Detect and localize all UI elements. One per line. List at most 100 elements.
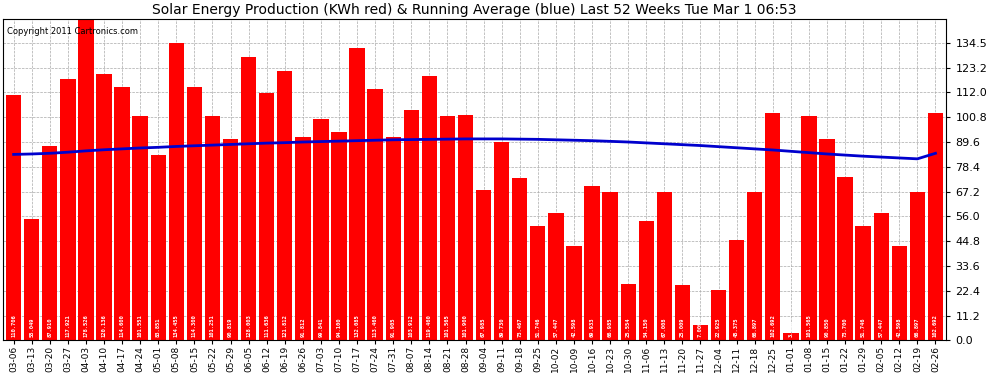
Text: 66.985: 66.985 xyxy=(608,318,613,337)
Bar xyxy=(855,226,871,340)
Text: 55.049: 55.049 xyxy=(29,318,35,337)
Text: 178.526: 178.526 xyxy=(83,314,88,337)
Bar xyxy=(693,325,708,340)
Bar xyxy=(96,74,112,340)
Text: 83.851: 83.851 xyxy=(155,318,160,337)
Text: 57.447: 57.447 xyxy=(553,318,558,337)
Bar xyxy=(205,116,220,340)
Text: 87.910: 87.910 xyxy=(48,318,52,337)
Text: 110.706: 110.706 xyxy=(11,314,16,337)
Text: 114.600: 114.600 xyxy=(120,314,125,337)
Bar xyxy=(603,192,618,340)
Bar xyxy=(639,220,654,340)
Text: 67.008: 67.008 xyxy=(662,318,667,337)
Bar xyxy=(621,284,636,340)
Bar xyxy=(367,89,383,340)
Bar xyxy=(892,246,907,340)
Text: 111.636: 111.636 xyxy=(264,314,269,337)
Bar xyxy=(313,119,329,340)
Bar xyxy=(150,155,166,340)
Text: 102.692: 102.692 xyxy=(933,314,938,337)
Bar xyxy=(656,192,672,340)
Bar xyxy=(548,213,563,340)
Bar xyxy=(457,115,473,340)
Bar xyxy=(566,246,582,340)
Text: 67.985: 67.985 xyxy=(481,318,486,337)
Bar xyxy=(512,178,528,340)
Text: 25.009: 25.009 xyxy=(680,318,685,337)
Text: 89.730: 89.730 xyxy=(499,318,504,337)
Bar xyxy=(873,213,889,340)
Text: 90.850: 90.850 xyxy=(825,318,830,337)
Bar xyxy=(295,137,311,340)
Text: 117.921: 117.921 xyxy=(65,314,70,337)
Text: 134.455: 134.455 xyxy=(174,314,179,337)
Text: 25.554: 25.554 xyxy=(626,318,631,337)
Bar xyxy=(43,146,57,340)
Text: 66.897: 66.897 xyxy=(915,318,920,337)
Bar xyxy=(765,113,780,340)
Bar xyxy=(133,116,148,340)
Text: 42.598: 42.598 xyxy=(571,318,576,337)
Text: 91.905: 91.905 xyxy=(391,318,396,337)
Text: 120.136: 120.136 xyxy=(102,314,107,337)
Text: 51.746: 51.746 xyxy=(536,318,541,337)
Bar xyxy=(60,79,75,340)
Bar xyxy=(223,139,239,340)
Text: 54.150: 54.150 xyxy=(644,318,648,337)
Text: 101.565: 101.565 xyxy=(445,314,449,337)
Text: 101.251: 101.251 xyxy=(210,314,215,337)
Bar xyxy=(332,132,346,340)
Text: 51.746: 51.746 xyxy=(860,318,865,337)
Bar xyxy=(729,240,744,340)
Bar xyxy=(928,113,943,340)
Bar xyxy=(675,285,690,340)
Bar xyxy=(277,70,292,340)
Text: 128.003: 128.003 xyxy=(247,314,251,337)
Bar xyxy=(476,190,491,340)
Bar xyxy=(115,87,130,340)
Text: 3.152: 3.152 xyxy=(788,321,793,337)
Text: 94.100: 94.100 xyxy=(337,318,342,337)
Text: 73.467: 73.467 xyxy=(517,318,523,337)
Text: 90.819: 90.819 xyxy=(228,318,233,337)
Bar xyxy=(6,95,22,340)
Text: 7.009: 7.009 xyxy=(698,321,703,337)
Bar xyxy=(783,333,799,340)
Text: 91.812: 91.812 xyxy=(300,318,305,337)
Bar xyxy=(422,76,437,340)
Bar xyxy=(820,139,835,340)
Bar xyxy=(910,192,925,340)
Text: 103.912: 103.912 xyxy=(409,314,414,337)
Bar xyxy=(349,48,364,340)
Bar xyxy=(530,226,545,340)
Bar xyxy=(711,290,727,340)
Text: 132.085: 132.085 xyxy=(354,314,359,337)
Text: 114.300: 114.300 xyxy=(192,314,197,337)
Text: Copyright 2011 Cartronics.com: Copyright 2011 Cartronics.com xyxy=(8,27,139,36)
Bar xyxy=(168,43,184,340)
Text: 99.841: 99.841 xyxy=(319,318,324,337)
Text: 69.933: 69.933 xyxy=(589,318,595,337)
Bar xyxy=(584,186,600,340)
Bar xyxy=(404,110,419,340)
Bar xyxy=(838,177,852,340)
Bar xyxy=(187,87,202,340)
Text: 73.700: 73.700 xyxy=(842,318,847,337)
Text: 102.692: 102.692 xyxy=(770,314,775,337)
Text: 45.375: 45.375 xyxy=(735,318,740,337)
Text: 22.925: 22.925 xyxy=(716,318,721,337)
Text: 101.565: 101.565 xyxy=(807,314,812,337)
Text: 66.897: 66.897 xyxy=(752,318,757,337)
Text: 101.900: 101.900 xyxy=(463,314,468,337)
Text: 42.598: 42.598 xyxy=(897,318,902,337)
Text: 119.460: 119.460 xyxy=(427,314,432,337)
Text: 57.447: 57.447 xyxy=(879,318,884,337)
Bar xyxy=(440,116,455,340)
Title: Solar Energy Production (KWh red) & Running Average (blue) Last 52 Weeks Tue Mar: Solar Energy Production (KWh red) & Runn… xyxy=(152,3,797,17)
Bar xyxy=(747,192,762,340)
Bar xyxy=(494,142,509,340)
Bar xyxy=(78,0,94,340)
Text: 121.812: 121.812 xyxy=(282,314,287,337)
Bar xyxy=(24,219,40,340)
